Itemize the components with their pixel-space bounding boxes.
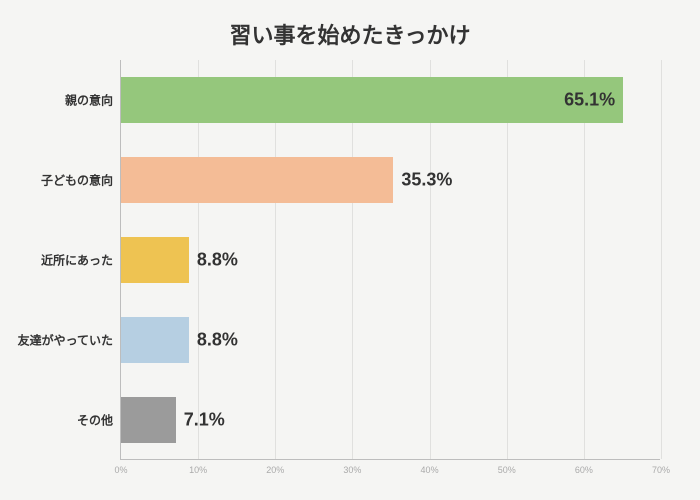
bar-row: 子どもの意向35.3% [121,157,660,203]
bar-row: その他7.1% [121,397,660,443]
x-tick-label: 20% [266,465,284,475]
bar [121,317,189,363]
category-label: 近所にあった [41,251,113,268]
bar [121,237,189,283]
x-tick-label: 40% [421,465,439,475]
grid-line [661,60,662,459]
bar [121,157,393,203]
bar [121,77,623,123]
category-label: 友達がやっていた [18,331,113,348]
value-label: 65.1% [564,89,615,110]
category-label: 子どもの意向 [41,171,113,188]
bar [121,397,176,443]
value-label: 8.8% [197,329,238,350]
plot-area: 0%10%20%30%40%50%60%70%親の意向65.1%子どもの意向35… [120,60,660,460]
category-label: その他 [77,411,113,428]
bar-row: 近所にあった8.8% [121,237,660,283]
value-label: 7.1% [184,409,225,430]
x-tick-label: 60% [575,465,593,475]
x-tick-label: 10% [189,465,207,475]
x-tick-label: 30% [343,465,361,475]
x-tick-label: 50% [498,465,516,475]
bar-row: 友達がやっていた8.8% [121,317,660,363]
value-label: 35.3% [401,169,452,190]
bar-row: 親の意向65.1% [121,77,660,123]
bar-chart: 習い事を始めたきっかけ 0%10%20%30%40%50%60%70%親の意向6… [0,0,700,500]
x-tick-label: 0% [114,465,127,475]
chart-title: 習い事を始めたきっかけ [0,18,700,50]
x-tick-label: 70% [652,465,670,475]
category-label: 親の意向 [65,91,113,108]
value-label: 8.8% [197,249,238,270]
